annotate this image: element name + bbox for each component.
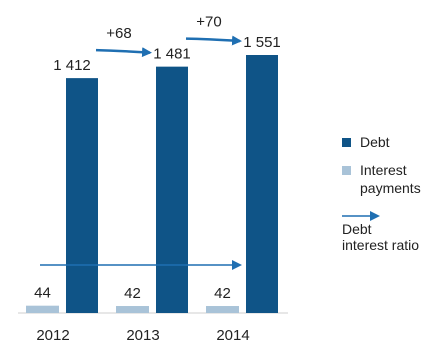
legend-label-ratio-line1: Debt (342, 221, 372, 237)
value-label-interest-2013: 42 (124, 285, 141, 302)
legend-arrow-icon (342, 211, 380, 221)
bar-group (26, 55, 278, 313)
bar-interest-2014 (206, 306, 239, 313)
legend-label-debt: Debt (360, 134, 390, 150)
value-label-debt-2014: 1 551 (243, 34, 281, 51)
change-label-2013-2014: +70 (196, 14, 221, 31)
legend-label-interest-line1: Interest (360, 162, 407, 178)
change-label-2012-2013: +68 (106, 25, 131, 42)
change-arrow-2013-2014 (185, 35, 242, 46)
bar-debt-2012 (66, 78, 98, 313)
arrow-group (40, 35, 242, 270)
value-label-interest-2014: 42 (214, 285, 231, 302)
legend: Debt Interest payments Debt interest rat… (342, 133, 440, 253)
bar-interest-2012 (26, 305, 59, 313)
value-label-debt-2012: 1 412 (53, 57, 91, 74)
legend-item-interest: Interest payments (342, 161, 440, 197)
legend-label-interest-line2: payments (360, 180, 421, 196)
legend-swatch-debt (342, 138, 351, 147)
label-group: 44 1 412 2012 42 1 481 2013 42 1 551 2014 +68 +70 (34, 14, 281, 344)
legend-item-debt: Debt (342, 133, 440, 151)
legend-swatch-interest (342, 166, 351, 175)
tick-label-2012: 2012 (36, 327, 69, 344)
tick-label-2014: 2014 (216, 327, 249, 344)
bar-interest-2013 (116, 306, 149, 313)
bar-debt-2013 (156, 66, 188, 313)
bar-chart: 44 1 412 2012 42 1 481 2013 42 1 551 2014 +68 +70 (18, 14, 288, 344)
legend-item-ratio: Debt interest ratio (342, 207, 440, 253)
value-label-interest-2012: 44 (34, 285, 51, 302)
change-arrow-2012-2013 (95, 47, 152, 58)
bar-debt-2014 (246, 55, 278, 313)
tick-label-2013: 2013 (126, 327, 159, 344)
legend-label-ratio-line2: interest ratio (342, 237, 420, 253)
value-label-debt-2013: 1 481 (153, 46, 191, 63)
